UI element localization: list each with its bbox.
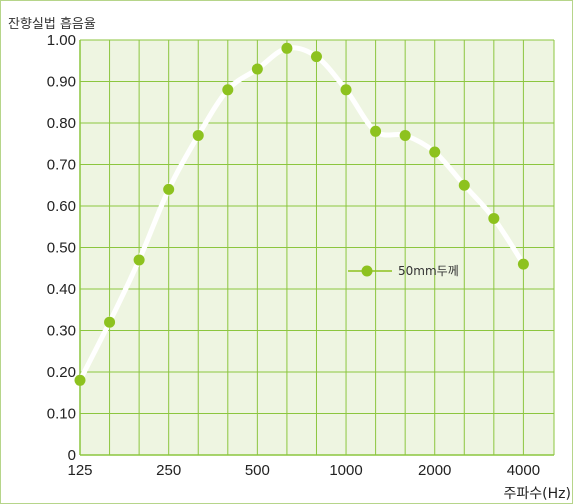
y-tick-label: 0.50 <box>47 240 76 257</box>
data-point <box>399 129 411 141</box>
data-point <box>133 254 145 266</box>
data-point <box>458 179 470 191</box>
y-tick-label: 0.40 <box>47 281 76 298</box>
y-tick-label: 1.00 <box>47 32 76 49</box>
data-point <box>281 42 293 54</box>
y-tick-label: 0 <box>68 447 76 464</box>
x-tick-label: 1000 <box>329 462 362 479</box>
data-point <box>340 84 352 96</box>
series-line <box>77 45 526 383</box>
y-tick-label: 0.70 <box>47 157 76 174</box>
x-tick-label: 500 <box>245 462 270 479</box>
legend-label: 50mm두께 <box>398 264 459 278</box>
x-tick-label: 125 <box>67 462 92 479</box>
y-tick-label: 0.10 <box>47 406 76 423</box>
data-point <box>251 63 263 75</box>
y-tick-label: 0.20 <box>47 364 76 381</box>
data-point <box>192 129 204 141</box>
x-tick-label: 4000 <box>507 462 540 479</box>
data-point <box>104 316 116 328</box>
y-tick-label: 0.90 <box>47 74 76 91</box>
y-tick-label: 0.30 <box>47 323 76 340</box>
x-tick-label: 250 <box>156 462 181 479</box>
data-point <box>310 51 322 63</box>
data-point <box>163 183 175 195</box>
y-tick-label: 0.60 <box>47 198 76 215</box>
x-axis-label: 주파수(Hz) <box>504 486 571 502</box>
y-tick-label: 0.80 <box>47 115 76 132</box>
data-point <box>370 125 382 137</box>
data-point <box>74 374 86 386</box>
x-tick-label: 2000 <box>418 462 451 479</box>
data-point <box>517 258 529 270</box>
data-point <box>222 84 234 96</box>
data-point <box>488 212 500 224</box>
data-point <box>429 146 441 158</box>
chart-title: 잔향실법 흡음율 <box>8 17 96 32</box>
legend-marker <box>361 265 373 277</box>
